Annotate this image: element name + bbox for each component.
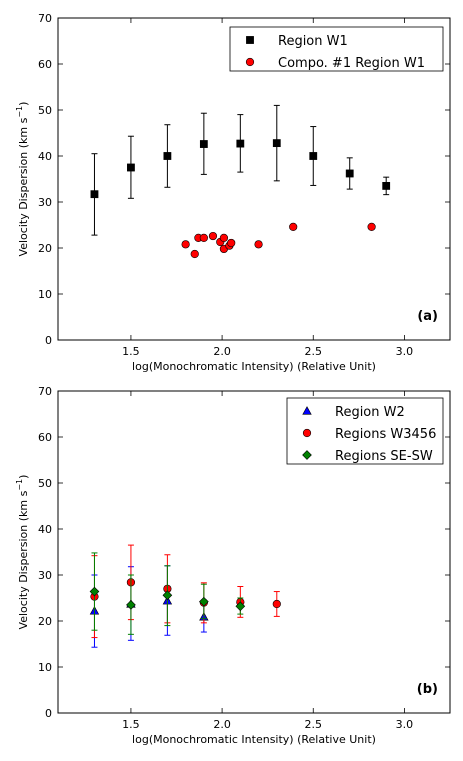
data-point (382, 182, 391, 190)
data-point (272, 599, 281, 609)
x-axis-label: log(Monochromatic Intensity) (Relative U… (132, 733, 376, 746)
data-point (190, 249, 199, 259)
data-point (272, 139, 281, 148)
panel-label: (b) (417, 682, 438, 697)
y-tick-label: 10 (38, 288, 52, 301)
series-0 (89, 565, 209, 648)
plot-frame (57, 17, 451, 341)
legend-label: Compo. #1 Region W1 (278, 56, 425, 71)
x-axis-label: log(Monochromatic Intensity) (Relative U… (132, 360, 376, 373)
legend-label: Region W2 (335, 405, 405, 420)
y-tick-label: 70 (38, 385, 52, 398)
y-tick-label: 50 (38, 104, 52, 117)
legend-marker (302, 406, 312, 415)
legend-marker (246, 36, 254, 44)
y-axis-label-superscript: −1 (15, 106, 24, 118)
panel-b: 0 10 20 30 40 50 60 70 1.5 2.0 2.5 3.0 log(Monochrom… (15, 385, 451, 746)
data-point (236, 139, 245, 148)
y-tick-label: 70 (38, 12, 52, 25)
y-tick-label: 20 (38, 615, 52, 628)
legend-box (286, 397, 444, 465)
x-tick-label: 3.0 (396, 718, 414, 731)
series-0 (90, 104, 391, 236)
y-axis-label: Velocity Dispersion (km s−1) (15, 102, 30, 257)
x-tick-label: 2.5 (305, 718, 323, 731)
legend-marker (302, 450, 312, 460)
data-point (227, 238, 236, 248)
data-point (199, 140, 208, 148)
data-point (89, 586, 100, 597)
data-point (309, 152, 318, 160)
data-point (126, 600, 136, 610)
y-tick-label: 30 (38, 569, 52, 582)
y-axis-label-close: ) (17, 102, 30, 106)
panel-a: 0 10 20 30 40 50 60 70 1.5 2.0 2.5 3.0 log(Monochrom… (15, 12, 451, 373)
panel-label: (a) (417, 309, 438, 324)
legend-marker (245, 57, 255, 67)
legend: Region W1 Compo. #1 Region W1 (229, 26, 444, 72)
x-tick-label: 2.0 (213, 718, 231, 731)
y-tick-label: 30 (38, 196, 52, 209)
data-point (367, 222, 376, 231)
y-tick-label: 0 (45, 707, 52, 720)
y-axis-label-superscript: −1 (15, 479, 24, 491)
y-tick-label: 40 (38, 150, 52, 163)
data-point (219, 233, 229, 242)
x-tick-label: 1.5 (122, 345, 140, 358)
data-point (199, 233, 208, 242)
data-point (289, 222, 298, 231)
x-tick-label: 2.0 (213, 345, 231, 358)
data-point (162, 590, 173, 601)
data-point (181, 240, 190, 249)
data-point (254, 240, 263, 249)
y-tick-label: 10 (38, 661, 52, 674)
legend-label: Regions SE-SW (335, 449, 433, 464)
y-axis-label-close: ) (17, 475, 30, 479)
legend-label: Region W1 (278, 34, 348, 49)
data-point (90, 190, 99, 199)
data-point (235, 601, 246, 612)
legend-marker (302, 428, 312, 438)
data-point (345, 169, 354, 178)
y-tick-label: 0 (45, 334, 52, 347)
y-axis-label-text: Velocity Dispersion (km s (17, 490, 30, 629)
legend: Region W2 Regions W3456 Regions SE-SW (286, 397, 444, 465)
x-tick-label: 2.5 (305, 345, 323, 358)
legend-box (229, 26, 444, 72)
y-tick-label: 60 (38, 431, 52, 444)
series-1 (181, 222, 376, 259)
data-point (199, 596, 209, 607)
y-tick-label: 50 (38, 477, 52, 490)
x-tick-label: 1.5 (122, 718, 140, 731)
legend-label: Regions W3456 (335, 427, 436, 442)
plot-frame (57, 390, 451, 714)
y-axis-label-text: Velocity Dispersion (km s (17, 117, 30, 256)
data-point (208, 231, 218, 241)
x-tick-label: 3.0 (396, 345, 414, 358)
series-1 (90, 544, 281, 639)
y-tick-label: 40 (38, 523, 52, 536)
data-point (163, 152, 172, 160)
y-tick-label: 20 (38, 242, 52, 255)
y-tick-label: 60 (38, 58, 52, 71)
y-axis-label: Velocity Dispersion (km s−1) (15, 475, 30, 630)
data-point (127, 163, 135, 172)
series-2 (89, 552, 246, 635)
